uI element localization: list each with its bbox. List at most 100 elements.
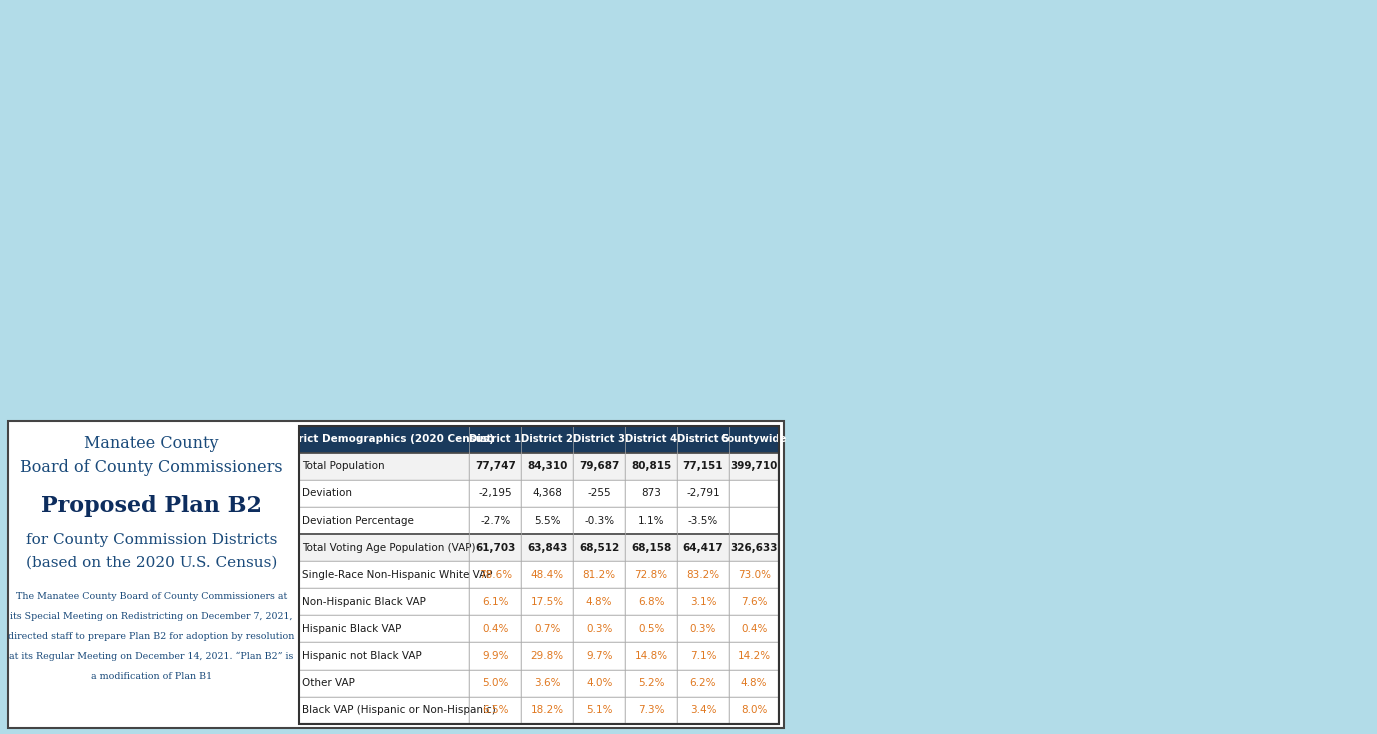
Text: 5.1%: 5.1%	[587, 705, 613, 715]
Text: 7.6%: 7.6%	[741, 597, 767, 607]
FancyBboxPatch shape	[728, 669, 779, 697]
Text: Total Voting Age Population (VAP): Total Voting Age Population (VAP)	[302, 542, 475, 553]
FancyBboxPatch shape	[573, 480, 625, 507]
FancyBboxPatch shape	[728, 426, 779, 453]
FancyBboxPatch shape	[728, 615, 779, 642]
FancyBboxPatch shape	[728, 562, 779, 588]
Text: -3.5%: -3.5%	[688, 515, 717, 526]
FancyBboxPatch shape	[728, 534, 779, 562]
FancyBboxPatch shape	[522, 697, 573, 724]
Text: Hispanic Black VAP: Hispanic Black VAP	[302, 624, 402, 634]
FancyBboxPatch shape	[677, 642, 728, 669]
FancyBboxPatch shape	[677, 697, 728, 724]
Text: 5.5%: 5.5%	[534, 515, 560, 526]
Text: 14.8%: 14.8%	[635, 651, 668, 661]
FancyBboxPatch shape	[625, 534, 677, 562]
FancyBboxPatch shape	[728, 453, 779, 480]
FancyBboxPatch shape	[470, 480, 522, 507]
Text: 80,815: 80,815	[631, 462, 671, 471]
FancyBboxPatch shape	[677, 453, 728, 480]
Text: -2,791: -2,791	[686, 488, 720, 498]
Text: 68,512: 68,512	[580, 542, 620, 553]
Text: Deviation: Deviation	[302, 488, 353, 498]
Text: Hispanic not Black VAP: Hispanic not Black VAP	[302, 651, 421, 661]
Text: 9.9%: 9.9%	[482, 651, 508, 661]
FancyBboxPatch shape	[470, 562, 522, 588]
FancyBboxPatch shape	[677, 562, 728, 588]
FancyBboxPatch shape	[299, 615, 470, 642]
FancyBboxPatch shape	[625, 615, 677, 642]
Text: 4.0%: 4.0%	[587, 678, 613, 688]
Text: 0.4%: 0.4%	[482, 624, 508, 634]
Text: 8.0%: 8.0%	[741, 705, 767, 715]
FancyBboxPatch shape	[573, 453, 625, 480]
Text: 0.3%: 0.3%	[587, 624, 613, 634]
Text: 14.2%: 14.2%	[738, 651, 771, 661]
FancyBboxPatch shape	[522, 534, 573, 562]
Text: 6.5%: 6.5%	[482, 705, 508, 715]
Text: 84,310: 84,310	[527, 462, 567, 471]
Text: 78.6%: 78.6%	[479, 570, 512, 580]
FancyBboxPatch shape	[470, 697, 522, 724]
FancyBboxPatch shape	[299, 480, 470, 507]
FancyBboxPatch shape	[728, 480, 779, 507]
Text: 5.2%: 5.2%	[638, 678, 664, 688]
Text: 399,710: 399,710	[730, 462, 778, 471]
Text: District 1: District 1	[470, 435, 522, 444]
Text: for County Commission Districts: for County Commission Districts	[26, 533, 277, 547]
Text: 0.4%: 0.4%	[741, 624, 767, 634]
Text: 873: 873	[642, 488, 661, 498]
Text: District Demographics (2020 Census): District Demographics (2020 Census)	[274, 435, 493, 444]
FancyBboxPatch shape	[625, 697, 677, 724]
FancyBboxPatch shape	[728, 507, 779, 534]
Text: 0.5%: 0.5%	[638, 624, 664, 634]
FancyBboxPatch shape	[299, 669, 470, 697]
FancyBboxPatch shape	[522, 562, 573, 588]
Text: District 4: District 4	[625, 435, 677, 444]
FancyBboxPatch shape	[299, 507, 470, 534]
FancyBboxPatch shape	[299, 588, 470, 615]
Text: at its Regular Meeting on December 14, 2021. “Plan B2” is: at its Regular Meeting on December 14, 2…	[10, 652, 293, 661]
FancyBboxPatch shape	[470, 453, 522, 480]
FancyBboxPatch shape	[728, 697, 779, 724]
Text: Manatee County: Manatee County	[84, 435, 219, 451]
Text: 48.4%: 48.4%	[530, 570, 563, 580]
Text: 7.3%: 7.3%	[638, 705, 664, 715]
Text: 81.2%: 81.2%	[582, 570, 616, 580]
Text: 72.8%: 72.8%	[635, 570, 668, 580]
FancyBboxPatch shape	[677, 480, 728, 507]
Text: a modification of Plan B1: a modification of Plan B1	[91, 672, 212, 680]
FancyBboxPatch shape	[8, 421, 784, 728]
FancyBboxPatch shape	[677, 669, 728, 697]
FancyBboxPatch shape	[522, 507, 573, 534]
FancyBboxPatch shape	[625, 588, 677, 615]
FancyBboxPatch shape	[299, 426, 470, 453]
Text: 29.8%: 29.8%	[530, 651, 563, 661]
Text: Countywide: Countywide	[722, 435, 788, 444]
FancyBboxPatch shape	[573, 669, 625, 697]
Text: The Manatee County Board of County Commissioners at: The Manatee County Board of County Commi…	[17, 592, 286, 601]
Text: District 3: District 3	[573, 435, 625, 444]
FancyBboxPatch shape	[677, 615, 728, 642]
FancyBboxPatch shape	[470, 588, 522, 615]
Text: 77,151: 77,151	[683, 462, 723, 471]
Text: 326,633: 326,633	[730, 542, 778, 553]
Text: 4.8%: 4.8%	[741, 678, 767, 688]
Text: Non-Hispanic Black VAP: Non-Hispanic Black VAP	[302, 597, 425, 607]
Text: 0.3%: 0.3%	[690, 624, 716, 634]
Text: District 5: District 5	[677, 435, 728, 444]
FancyBboxPatch shape	[573, 507, 625, 534]
Text: Proposed Plan B2: Proposed Plan B2	[41, 495, 262, 517]
Text: 7.1%: 7.1%	[690, 651, 716, 661]
FancyBboxPatch shape	[299, 697, 470, 724]
FancyBboxPatch shape	[522, 480, 573, 507]
Text: 61,703: 61,703	[475, 542, 515, 553]
Text: -255: -255	[588, 488, 611, 498]
FancyBboxPatch shape	[299, 642, 470, 669]
FancyBboxPatch shape	[522, 453, 573, 480]
FancyBboxPatch shape	[573, 426, 625, 453]
FancyBboxPatch shape	[625, 480, 677, 507]
Text: -2.7%: -2.7%	[481, 515, 511, 526]
FancyBboxPatch shape	[677, 534, 728, 562]
Text: 1.1%: 1.1%	[638, 515, 664, 526]
